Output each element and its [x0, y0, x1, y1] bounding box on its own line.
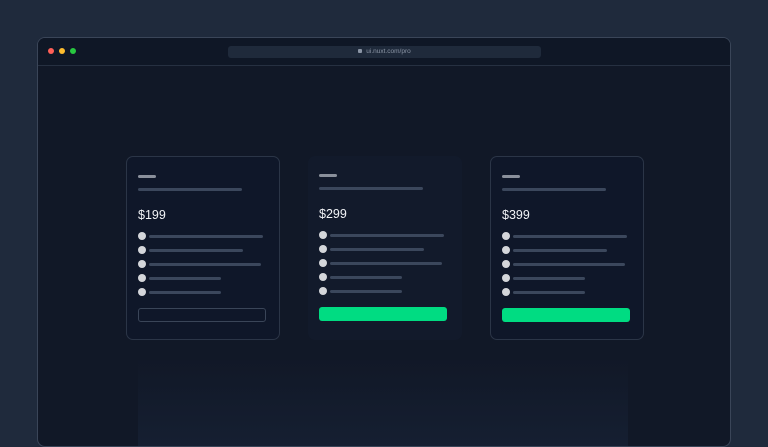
close-window-button[interactable] [48, 48, 54, 54]
feature-text-placeholder [330, 233, 444, 237]
feature-text-placeholder [330, 261, 442, 265]
feature-text-placeholder [330, 247, 424, 251]
bullet-icon [502, 288, 510, 296]
bullet-icon [502, 232, 510, 240]
feature-text-placeholder [513, 262, 625, 266]
feature-text-placeholder [330, 275, 402, 279]
feature-text-placeholder [149, 248, 243, 252]
minimize-window-button[interactable] [59, 48, 65, 54]
feature-text-placeholder [513, 290, 585, 294]
browser-window: ui.nuxt.com/pro $199 $299 $399 [37, 37, 731, 447]
url-text: ui.nuxt.com/pro [366, 48, 411, 55]
bullet-icon [502, 274, 510, 282]
feature-text-placeholder [513, 234, 627, 238]
pricing-card: $299 [308, 156, 462, 340]
address-bar[interactable]: ui.nuxt.com/pro [228, 46, 541, 58]
feature-text-placeholder [330, 289, 402, 293]
bullet-icon [138, 260, 146, 268]
background-glow [138, 358, 628, 446]
plan-description-placeholder [502, 188, 606, 191]
plan-price: $199 [138, 208, 166, 222]
feature-text-placeholder [149, 234, 263, 238]
bullet-icon [319, 259, 327, 267]
bullet-icon [319, 231, 327, 239]
select-plan-button[interactable] [502, 308, 630, 322]
bullet-icon [502, 246, 510, 254]
select-plan-button[interactable] [138, 308, 266, 322]
bullet-icon [138, 288, 146, 296]
feature-text-placeholder [149, 290, 221, 294]
bullet-icon [319, 245, 327, 253]
bullet-icon [138, 232, 146, 240]
bullet-icon [319, 287, 327, 295]
plan-name-placeholder [502, 175, 520, 178]
feature-text-placeholder [513, 248, 607, 252]
browser-toolbar: ui.nuxt.com/pro [38, 38, 730, 66]
plan-name-placeholder [138, 175, 156, 178]
feature-text-placeholder [149, 262, 261, 266]
select-plan-button[interactable] [319, 307, 447, 321]
plan-price: $399 [502, 208, 530, 222]
bullet-icon [138, 274, 146, 282]
plan-description-placeholder [138, 188, 242, 191]
lock-icon [358, 49, 363, 53]
pricing-card: $199 [126, 156, 280, 340]
plan-description-placeholder [319, 187, 423, 190]
plan-name-placeholder [319, 174, 337, 177]
bullet-icon [138, 246, 146, 254]
bullet-icon [319, 273, 327, 281]
feature-text-placeholder [513, 276, 585, 280]
pricing-card: $399 [490, 156, 644, 340]
plan-price: $299 [319, 207, 347, 221]
bullet-icon [502, 260, 510, 268]
maximize-window-button[interactable] [70, 48, 76, 54]
feature-text-placeholder [149, 276, 221, 280]
